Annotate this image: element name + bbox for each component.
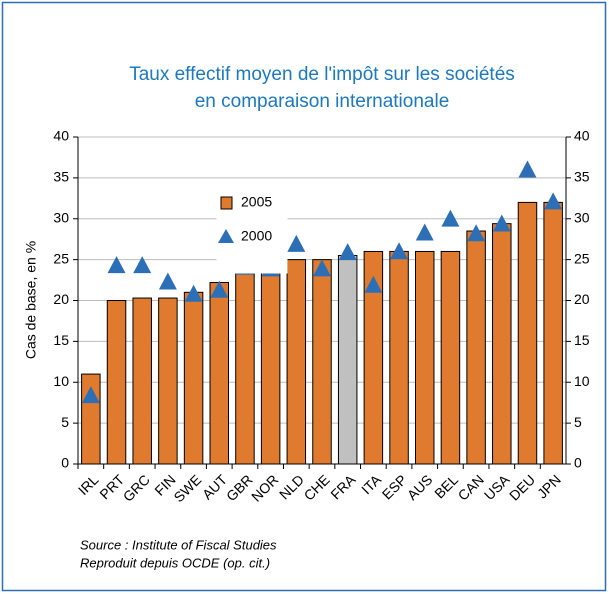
bar: [466, 230, 486, 465]
bar: [517, 201, 538, 465]
bar: [440, 250, 461, 465]
bar: [132, 297, 152, 465]
legend-label: 2005: [241, 194, 272, 210]
marker: [415, 223, 434, 241]
source: Reproduit depuis OCDE (op. cit.): [80, 555, 270, 570]
bar: [543, 201, 563, 465]
legend-label: 2000: [241, 228, 272, 244]
bar: [414, 250, 435, 465]
chart-title: en comparaison internationale: [195, 91, 450, 112]
y2-tick-label: 20: [574, 291, 590, 307]
bar: [209, 282, 230, 465]
marker: [364, 275, 383, 293]
y-tick-label: 30: [53, 209, 69, 225]
y2-tick-label: 40: [574, 128, 590, 144]
marker: [158, 272, 177, 290]
marker: [338, 243, 357, 261]
marker: [184, 284, 203, 302]
y-tick-label: 15: [53, 332, 69, 348]
bar: [312, 259, 332, 465]
y-axis-label: Cas de base, en %: [23, 241, 39, 359]
legend-swatch: [220, 196, 233, 210]
y-tick-label: 25: [53, 250, 69, 266]
bar: [389, 250, 409, 465]
marker: [492, 214, 511, 232]
bar: [183, 291, 204, 465]
marker: [441, 209, 460, 227]
bar: [286, 259, 307, 465]
bar: [235, 268, 255, 465]
source: Source : Institute of Fiscal Studies: [80, 537, 277, 552]
bar: [106, 300, 127, 465]
y2-tick-label: 0: [574, 455, 582, 471]
bar: [337, 255, 358, 465]
y-tick-label: 0: [61, 455, 69, 471]
legend-swatch: [218, 229, 234, 243]
y2-tick-label: 10: [574, 373, 590, 389]
y2-tick-label: 5: [574, 414, 582, 430]
y-tick-label: 35: [53, 169, 69, 185]
bar: [158, 297, 178, 465]
marker: [390, 242, 409, 260]
chart-title: Taux effectif moyen de l'impôt sur les s…: [129, 64, 515, 85]
marker: [287, 234, 306, 252]
y2-tick-label: 25: [574, 250, 590, 266]
y-tick-label: 5: [61, 414, 69, 430]
marker: [467, 224, 486, 242]
marker: [133, 256, 152, 274]
marker: [107, 256, 126, 274]
y2-tick-label: 15: [574, 332, 590, 348]
y2-tick-label: 30: [574, 209, 590, 225]
marker: [544, 192, 563, 210]
marker: [210, 280, 229, 298]
marker: [313, 259, 331, 277]
marker: [81, 386, 100, 404]
y-tick-label: 10: [53, 373, 69, 389]
marker: [518, 160, 537, 178]
bar: [260, 267, 281, 465]
y-tick-label: 40: [53, 128, 69, 144]
y-tick-label: 20: [53, 291, 69, 307]
bar: [492, 223, 512, 465]
y2-tick-label: 35: [574, 169, 590, 185]
